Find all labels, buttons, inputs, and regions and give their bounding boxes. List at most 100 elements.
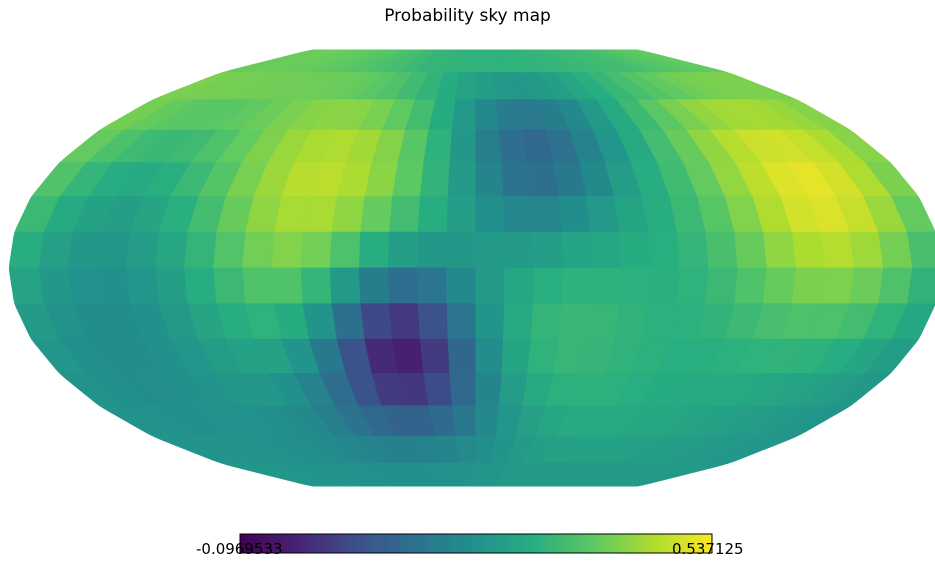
sky-cell (502, 303, 534, 340)
sky-cell (37, 231, 73, 269)
sky-cell (387, 267, 418, 305)
sky-cell (560, 267, 592, 305)
sky-cell (618, 231, 651, 269)
sky-cell (154, 267, 188, 305)
sky-cell (37, 267, 73, 305)
sky-cell (498, 129, 528, 164)
sky-cell (791, 267, 825, 305)
sky-cell (647, 231, 680, 269)
sky-cell (589, 267, 622, 305)
sky-cell (416, 231, 447, 269)
sky-cell (704, 267, 738, 305)
sky-cell (848, 267, 884, 305)
sky-cell (474, 162, 504, 198)
sky-cell (212, 231, 246, 269)
sky-cell (530, 303, 562, 340)
sky-cell (446, 162, 476, 198)
sky-cell (416, 267, 447, 305)
sky-cell (330, 303, 365, 340)
chart-title: Probability sky map (384, 6, 551, 26)
colorbar (239, 533, 713, 554)
sky-cell (647, 267, 680, 305)
sky-cell (451, 405, 476, 437)
sky-cell (704, 231, 738, 269)
sky-cell (498, 372, 528, 407)
sky-cell (388, 196, 420, 233)
sky-cell (154, 231, 188, 269)
sky-cell (270, 231, 303, 269)
sky-cell (532, 231, 563, 269)
sky-cell (270, 267, 303, 305)
sky-cell (675, 231, 709, 269)
sky-cell (618, 267, 651, 305)
sky-cell (675, 267, 709, 305)
sky-cell (446, 338, 476, 374)
colorbar-min-label: -0.0969533 (196, 540, 283, 558)
sky-cell (445, 267, 476, 305)
sky-cell (474, 405, 499, 437)
sky-cell (733, 231, 767, 269)
sky-cell (848, 231, 884, 269)
sky-cell (299, 231, 332, 269)
sky-cell (589, 231, 622, 269)
sky-cell (66, 231, 102, 269)
sky-cell (503, 231, 534, 269)
sky-cell (503, 267, 534, 305)
sky-cell (877, 267, 913, 305)
sky-map-cells (9, 49, 935, 487)
sky-cell (613, 303, 649, 340)
sky-cell (212, 267, 246, 305)
sky-cell (762, 267, 796, 305)
sky-cell (474, 303, 505, 340)
sky-cell (328, 231, 361, 269)
sky-cell (560, 231, 592, 269)
sky-cell (416, 196, 448, 233)
sky-cell (474, 267, 505, 305)
sky-cell (445, 303, 476, 340)
sky-cell (241, 231, 275, 269)
sky-cell (358, 267, 390, 305)
sky-cell (474, 231, 505, 269)
sky-cell (9, 267, 44, 305)
sky-cell (502, 196, 534, 233)
sky-cell (328, 267, 361, 305)
sky-cell (387, 231, 418, 269)
sky-cell (526, 338, 559, 374)
sky-cell (241, 267, 275, 305)
sky-cell (474, 372, 502, 407)
sky-cell (445, 196, 476, 233)
sky-cell (530, 196, 562, 233)
sky-cell (419, 338, 450, 374)
sky-cell (474, 99, 499, 131)
sky-cell (762, 231, 796, 269)
sky-cell (299, 267, 332, 305)
sky-cell (733, 267, 767, 305)
sky-cell (557, 196, 591, 233)
sky-cell (9, 231, 44, 269)
sky-cell (95, 231, 131, 269)
sky-cell (359, 196, 393, 233)
sky-cell (791, 231, 825, 269)
sky-cell (585, 196, 620, 233)
sky-cell (474, 338, 504, 374)
sky-cell (451, 99, 476, 131)
sky-cell (125, 231, 159, 269)
sky-cell (66, 267, 102, 305)
sky-cell (359, 303, 393, 340)
sky-cell (125, 267, 159, 305)
sky-cell (613, 196, 649, 233)
sky-cell (585, 303, 620, 340)
sky-cell (330, 196, 365, 233)
sky-cell (388, 303, 420, 340)
sky-cell (448, 372, 476, 407)
sky-cell (877, 231, 913, 269)
sky-cell (448, 129, 476, 164)
sky-cell (358, 231, 390, 269)
sky-cell (557, 303, 591, 340)
sky-cell (474, 129, 502, 164)
sky-cell (474, 196, 505, 233)
sky-cell (819, 267, 855, 305)
sky-cell (183, 267, 217, 305)
sky-cell (183, 231, 217, 269)
